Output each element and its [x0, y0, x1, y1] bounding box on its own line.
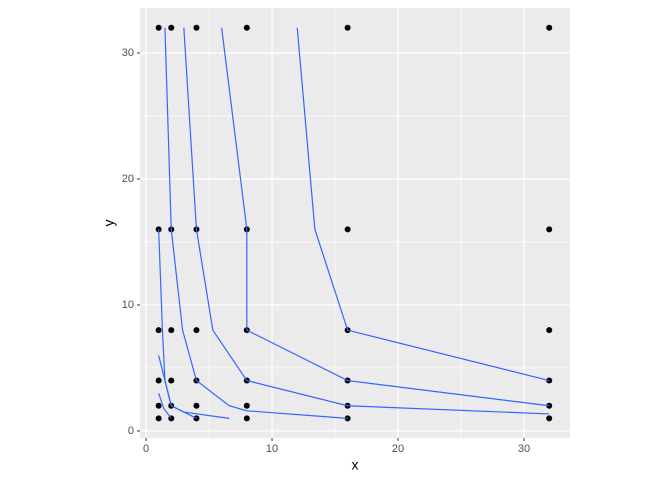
point [168, 24, 175, 31]
point [243, 24, 250, 31]
contour-line [296, 27, 550, 382]
contour-line [158, 392, 172, 419]
point [155, 327, 162, 334]
y-tick-label: 20 [122, 173, 134, 185]
point [168, 327, 175, 334]
point [193, 327, 200, 334]
contour-line [164, 27, 348, 419]
point [193, 24, 200, 31]
point [344, 24, 351, 31]
point [243, 402, 250, 409]
x-axis-title: x [352, 457, 359, 473]
point [243, 415, 250, 422]
panel [140, 8, 570, 438]
x-tick-label: 10 [266, 443, 278, 455]
contour-line [158, 355, 230, 419]
point [193, 402, 200, 409]
y-axis-title: y [101, 220, 117, 227]
point [155, 415, 162, 422]
contour-line [221, 27, 550, 407]
x-tick-label: 30 [518, 443, 530, 455]
x-tick-label: 0 [143, 443, 149, 455]
x-tick-label: 20 [392, 443, 404, 455]
point [546, 415, 553, 422]
point [546, 226, 553, 233]
point [344, 226, 351, 233]
y-tick-label: 30 [122, 47, 134, 59]
point [155, 377, 162, 384]
y-tick-label: 10 [122, 299, 134, 311]
point [546, 24, 553, 31]
contour-line [183, 27, 550, 415]
point [168, 377, 175, 384]
y-tick-label: 0 [128, 425, 134, 437]
point [546, 327, 553, 334]
point [155, 24, 162, 31]
point [155, 402, 162, 409]
